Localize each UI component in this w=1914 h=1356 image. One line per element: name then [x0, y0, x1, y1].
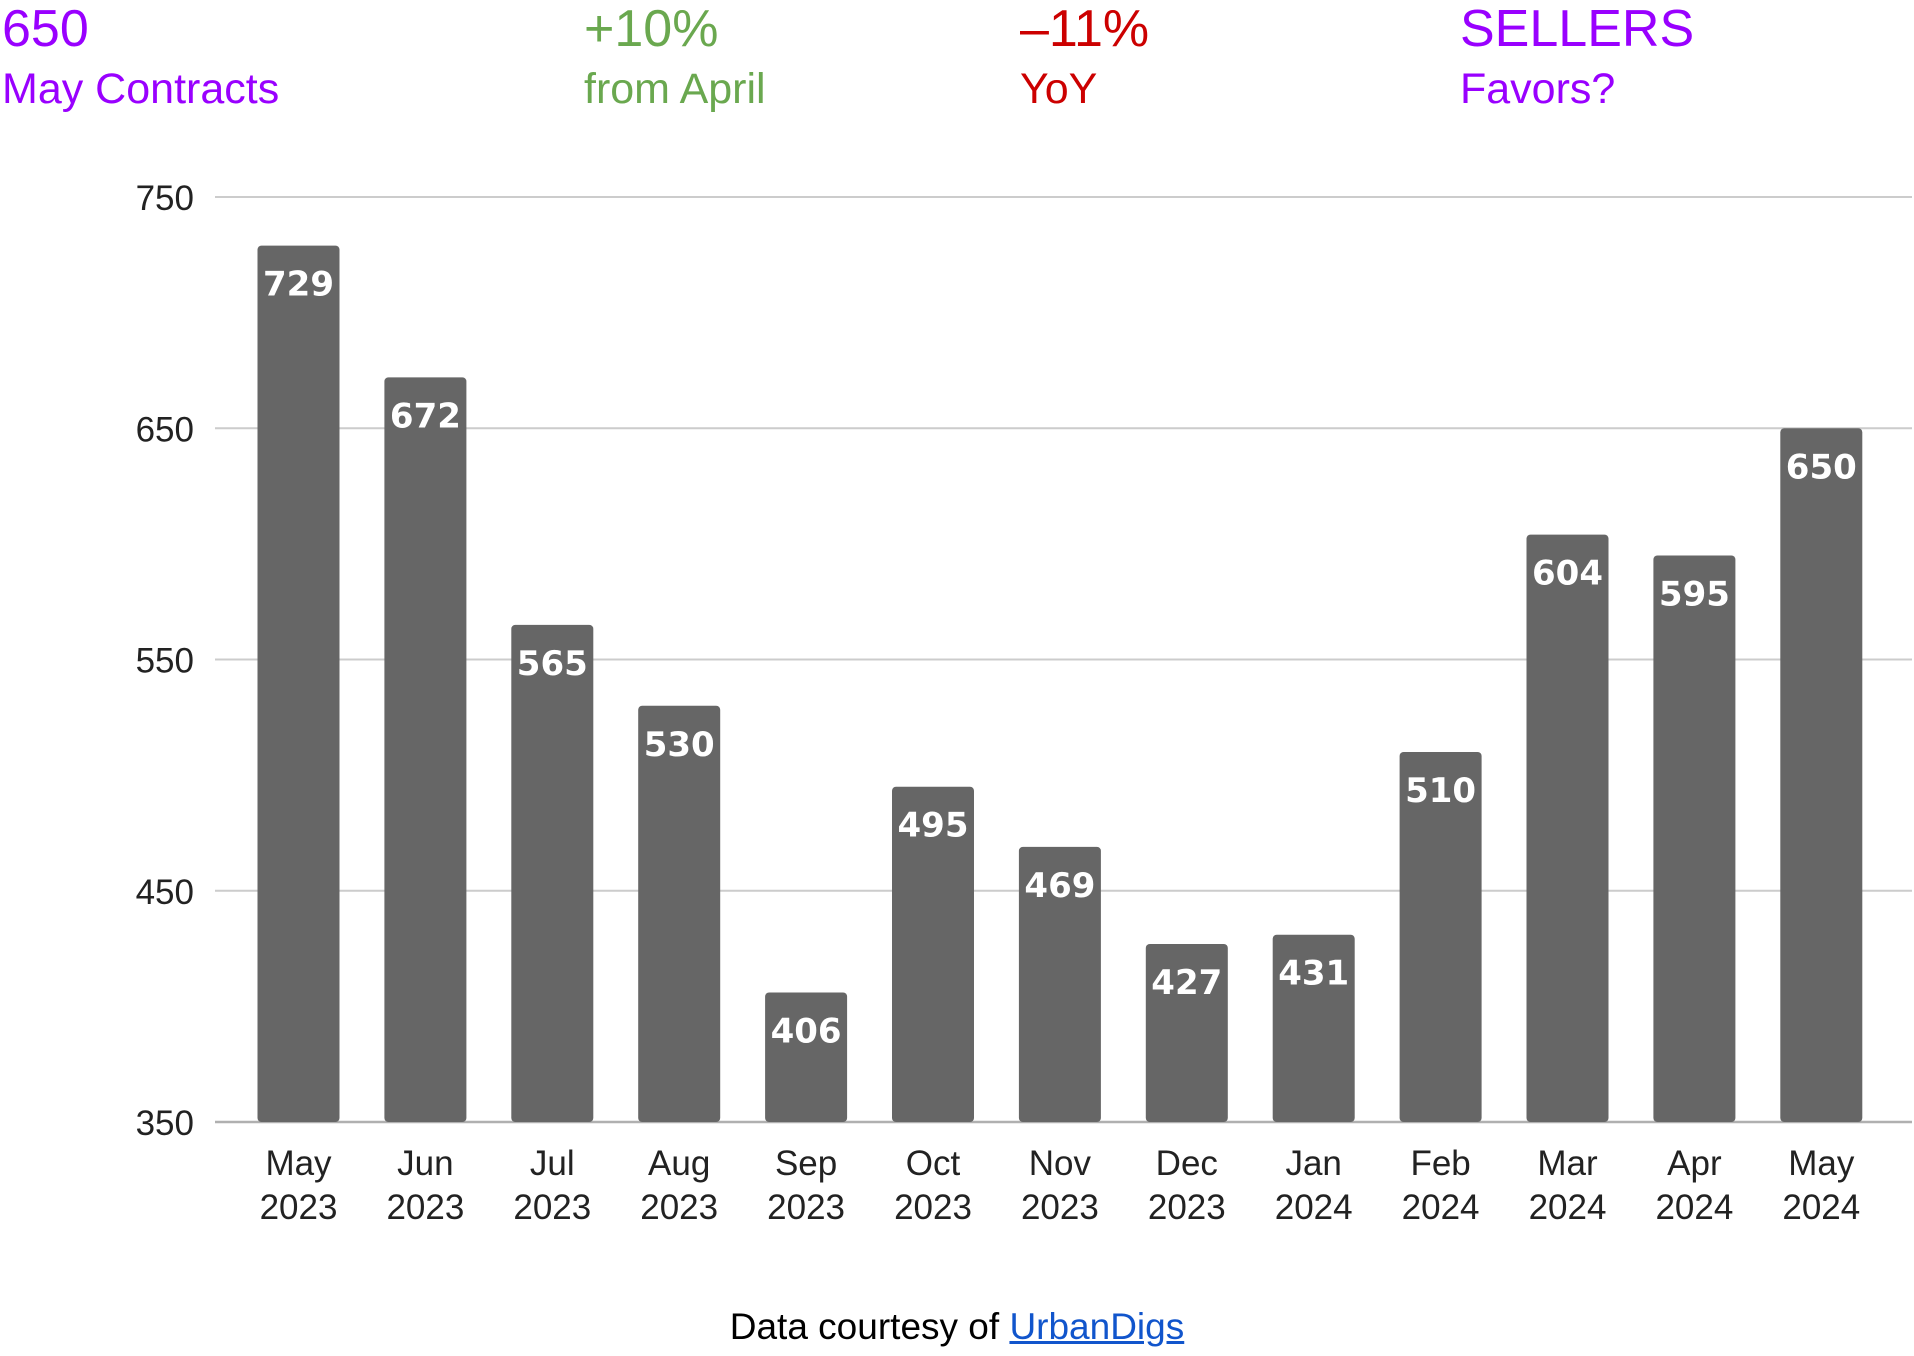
x-tick-label-month: Nov — [1029, 1144, 1092, 1183]
x-tick-label-year: 2024 — [1275, 1188, 1353, 1227]
data-label: 595 — [1659, 574, 1730, 614]
stat-yoy-change-label: YoY — [1020, 65, 1098, 113]
stat-market-favor: SELLERS Favors? — [1460, 0, 1694, 111]
data-label: 406 — [771, 1012, 842, 1052]
stat-yoy-change-value: –11% — [1020, 0, 1150, 58]
x-tick-label-month: Jul — [530, 1144, 575, 1183]
x-tick-label-year: 2023 — [1148, 1188, 1226, 1227]
x-tick-label-year: 2023 — [513, 1188, 591, 1227]
x-tick-label-month: Apr — [1667, 1144, 1722, 1183]
x-tick-label-year: 2024 — [1402, 1188, 1480, 1227]
x-tick-label-year: 2023 — [767, 1188, 845, 1227]
data-label: 729 — [263, 265, 334, 305]
x-tick-label-year: 2024 — [1782, 1188, 1860, 1227]
x-tick-label-year: 2023 — [386, 1188, 464, 1227]
stat-contracts: 650 May Contracts — [2, 0, 279, 111]
stat-month-change-value: +10% — [584, 0, 719, 58]
y-tick-label: 450 — [136, 873, 194, 912]
bar — [1399, 752, 1482, 1122]
stat-month-change: +10% from April — [584, 0, 766, 111]
stat-market-favor-label: Favors? — [1460, 65, 1616, 113]
data-credit-prefix: Data courtesy of — [729, 1306, 1010, 1347]
y-tick-label: 550 — [136, 642, 194, 681]
stat-contracts-label: May Contracts — [2, 65, 280, 113]
bar — [257, 245, 340, 1122]
data-label: 431 — [1278, 954, 1349, 994]
bar — [1145, 943, 1228, 1122]
x-tick-label-month: Oct — [906, 1144, 961, 1183]
x-tick-label-year: 2023 — [1021, 1188, 1099, 1227]
stat-month-change-label: from April — [584, 65, 766, 113]
data-label: 565 — [517, 644, 588, 684]
urbandigs-link[interactable]: UrbanDigs — [1009, 1306, 1185, 1347]
bar-chart: 350 450 550 650 750 729 May 2023 672 Jun 2023 565 Ju… — [136, 179, 1912, 1227]
stat-market-favor-value: SELLERS — [1460, 0, 1695, 58]
bar — [1526, 534, 1609, 1122]
data-label: 510 — [1405, 771, 1476, 811]
y-tick-label: 650 — [136, 410, 194, 449]
x-tick-label-month: Mar — [1537, 1144, 1598, 1183]
data-label: 530 — [644, 725, 715, 765]
x-tick-label-month: Feb — [1410, 1144, 1470, 1183]
x-tick-label-month: Aug — [648, 1144, 710, 1183]
y-tick-label: 750 — [136, 179, 194, 218]
bar — [1653, 555, 1736, 1122]
x-tick-label-month: Jun — [397, 1144, 453, 1183]
x-tick-label-year: 2023 — [894, 1188, 972, 1227]
data-label: 672 — [390, 396, 461, 436]
data-label: 469 — [1024, 866, 1095, 906]
bar — [1272, 934, 1355, 1122]
bar — [765, 992, 848, 1122]
bar — [1780, 428, 1863, 1122]
x-tick-label-month: May — [265, 1144, 332, 1183]
data-label: 427 — [1151, 963, 1222, 1003]
bar — [892, 786, 974, 1122]
data-credit: Data courtesy of UrbanDigs — [0, 1306, 1914, 1348]
x-tick-label-year: 2024 — [1529, 1188, 1607, 1227]
x-tick-label-month: Sep — [775, 1144, 837, 1183]
bar — [511, 624, 594, 1122]
data-label: 604 — [1532, 554, 1603, 594]
data-label: 495 — [898, 806, 969, 846]
x-tick-label-year: 2024 — [1655, 1188, 1733, 1227]
bar — [638, 705, 721, 1122]
bar — [384, 377, 467, 1122]
x-tick-label-year: 2023 — [640, 1188, 718, 1227]
stat-yoy-change: –11% YoY — [1020, 0, 1149, 111]
bar — [1018, 846, 1101, 1122]
stat-contracts-value: 650 — [2, 0, 89, 58]
x-tick-label-month: May — [1788, 1144, 1855, 1183]
x-tick-label-year: 2023 — [260, 1188, 338, 1227]
x-tick-label-month: Dec — [1156, 1144, 1218, 1183]
y-tick-label: 350 — [136, 1104, 194, 1143]
data-label: 650 — [1786, 447, 1857, 487]
x-tick-label-month: Jan — [1285, 1144, 1341, 1183]
